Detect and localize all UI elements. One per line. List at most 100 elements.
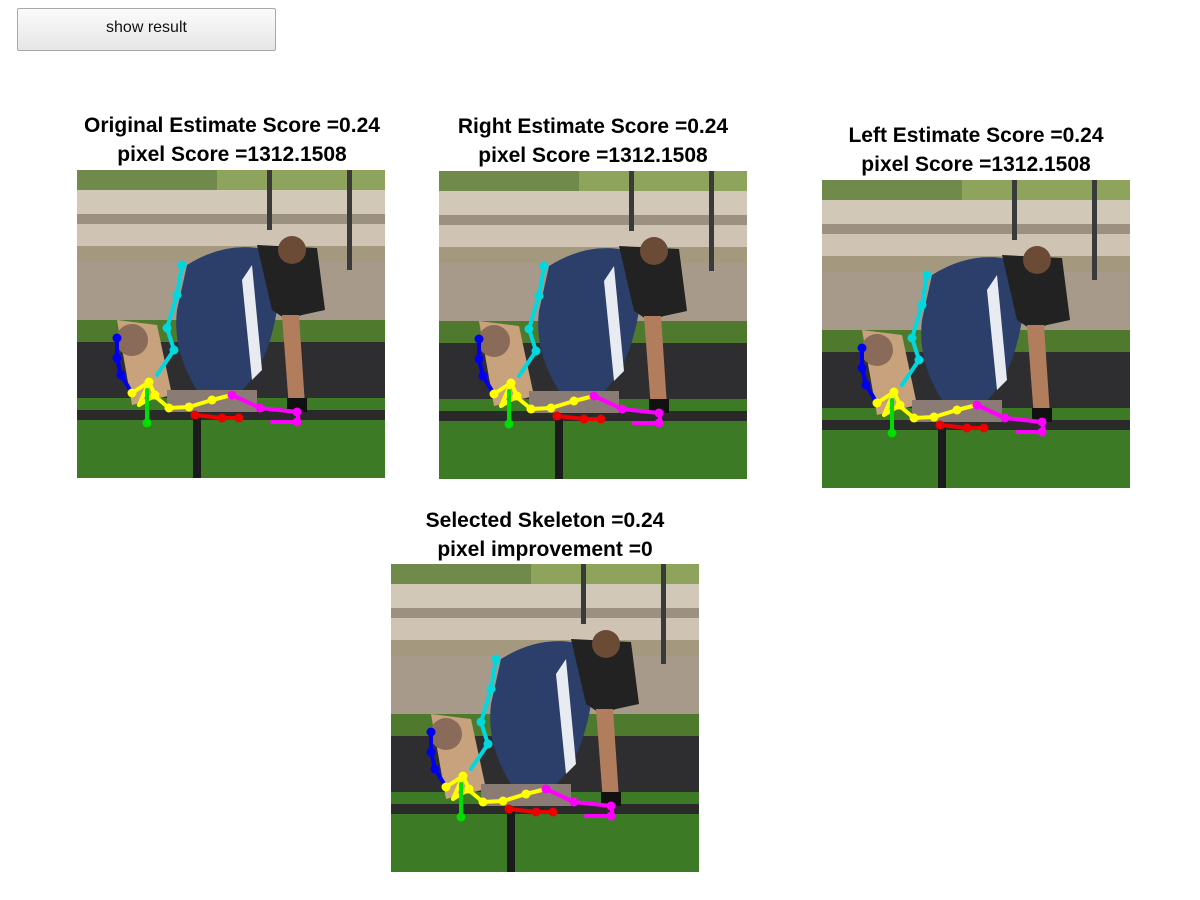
skeleton-bone-right-arm [572, 800, 613, 808]
show-result-button[interactable]: show result [17, 8, 276, 51]
skeleton-joint-torso [486, 684, 496, 694]
bench-post [555, 416, 563, 479]
skeleton-joint-right-arm [255, 403, 265, 413]
skeleton-joint-right-leg [596, 414, 606, 424]
skeleton-bone-right-arm [544, 787, 576, 804]
bench-rail [77, 410, 385, 420]
skeleton-joint-left-arm [895, 400, 905, 410]
person-head [1023, 246, 1051, 274]
skeleton-joint-head-arm [112, 353, 122, 363]
skeleton-joint-head-arm [426, 747, 436, 757]
pole [1012, 180, 1017, 240]
skeleton-joint-right-leg [552, 411, 562, 421]
person-arm [644, 316, 667, 409]
skeleton-joint-head-arm [478, 371, 488, 381]
panel-selected-title: Selected Skeleton =0.24 pixel improvemen… [355, 506, 735, 564]
skeleton-joint-left-arm [872, 398, 882, 408]
wristband [287, 398, 307, 412]
skeleton-joint-torso [491, 654, 501, 664]
wristband [1032, 408, 1052, 422]
person-head [278, 236, 306, 264]
panel-right-score: Right Estimate Score =0.24 [457, 115, 729, 138]
skeleton-bone-right-arm [230, 393, 262, 410]
skeleton-joint-torso [162, 323, 172, 333]
skeleton-bone-right-arm [620, 407, 661, 415]
skeleton-joint-right-arm [589, 391, 599, 401]
skeleton-bone-right-leg [938, 423, 969, 430]
skeleton-bone-right-arm [592, 394, 624, 411]
skeleton-joint-left-arm [498, 796, 508, 806]
skeleton-joint-head-arm [112, 333, 122, 343]
background-person-head [430, 718, 462, 750]
skeleton-joint-right-leg [234, 413, 244, 423]
bleacher-step [391, 618, 699, 640]
jeans-stripe [556, 659, 576, 774]
skeleton-joint-right-arm [1037, 427, 1047, 437]
panel-original-title: Original Estimate Score =0.24 pixel Scor… [42, 111, 422, 169]
skeleton-joint-left-arm [952, 405, 962, 415]
skeleton-joint-right-arm [606, 801, 616, 811]
bleacher-shadow [391, 608, 699, 618]
skeleton-bone-torso [920, 273, 929, 307]
skeleton-joint-right-leg [190, 410, 200, 420]
skeleton-joint-torso [534, 291, 544, 301]
skeleton-joint-torso [483, 739, 493, 749]
skeleton-joint-left-arm [521, 789, 531, 799]
skeleton-joint-right-leg [979, 423, 989, 433]
skeleton-joint-head-arm [430, 764, 440, 774]
skeleton-joint-torso [172, 290, 182, 300]
pose-image-left [822, 180, 1130, 488]
skeleton-bone-torso [155, 348, 176, 377]
panel-right-title: Right Estimate Score =0.24 pixel Score =… [403, 112, 783, 170]
skeleton-joint-head-arm [857, 343, 867, 353]
skeleton-joint-right-leg [579, 414, 589, 424]
skeleton-joint-left-arm [207, 395, 217, 405]
jeans-stripe [987, 275, 1007, 390]
skeleton-joint-left-arm [150, 390, 160, 400]
skeleton-joint-left-arm [458, 771, 468, 781]
skeleton-joint-right-leg [531, 807, 541, 817]
wristband [649, 399, 669, 413]
jeans-stripe [242, 265, 262, 380]
panel-left-score: Left Estimate Score =0.24 [848, 124, 1104, 147]
skeleton-joint-torso [917, 300, 927, 310]
skeleton-bone-torso [165, 293, 179, 330]
bleacher-shadow [439, 215, 747, 225]
person-arm [282, 315, 305, 408]
skeleton-joint-left-arm [889, 387, 899, 397]
skeleton-joint-head-arm [426, 727, 436, 737]
skeleton-joint-right-arm [569, 797, 579, 807]
skeleton-joint-left-arm [184, 402, 194, 412]
skeleton-joint-left-arm [929, 412, 939, 422]
bleacher-shadow [822, 224, 1130, 234]
pole [581, 564, 586, 624]
bleacher-step [439, 225, 747, 247]
skeleton-joint-left-leg [456, 812, 466, 822]
skeleton-joint-torso [922, 270, 932, 280]
person-shirt [571, 639, 639, 714]
person-head [592, 630, 620, 658]
skeleton-bone-right-arm [258, 406, 299, 414]
skeleton-joint-right-arm [654, 418, 664, 428]
panel-original-pixel-score: pixel Score =1312.1508 [117, 143, 347, 166]
skeleton-bone-torso [517, 349, 538, 378]
skeleton-joint-torso [907, 333, 917, 343]
skeleton-joint-head-arm [474, 354, 484, 364]
skeleton-joint-torso [476, 717, 486, 727]
skeleton-joint-right-arm [292, 417, 302, 427]
skeleton-joint-left-arm [464, 784, 474, 794]
skeleton-joint-right-arm [606, 811, 616, 821]
skeleton-joint-left-arm [127, 388, 137, 398]
skeleton-joint-left-arm [489, 389, 499, 399]
skeleton-bone-right-arm [1003, 416, 1044, 424]
skeleton-joint-left-arm [546, 403, 556, 413]
skeleton-bone-right-leg [555, 414, 586, 421]
pole [709, 171, 714, 271]
bench-post [507, 809, 515, 872]
panel-left-title: Left Estimate Score =0.24 pixel Score =1… [786, 121, 1166, 179]
skeleton-bone-torso [910, 303, 924, 340]
skeleton-joint-right-arm [972, 400, 982, 410]
skeleton-joint-right-arm [292, 407, 302, 417]
skeleton-joint-left-arm [506, 378, 516, 388]
skeleton-bone-torso [900, 358, 921, 387]
